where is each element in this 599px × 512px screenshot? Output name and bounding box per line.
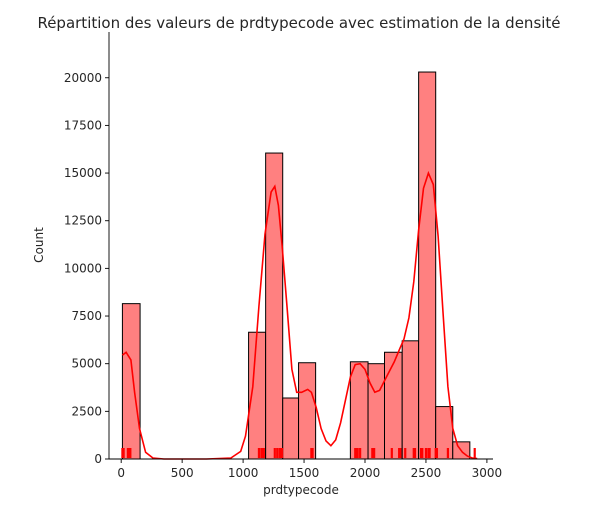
x-tick-label-6: 3000 — [472, 466, 503, 480]
kde-curve — [121, 170, 478, 460]
y-tick-label-1: 2500 — [71, 404, 102, 418]
rug-group — [121, 448, 476, 458]
x-tick-label-5: 2500 — [411, 466, 442, 480]
y-tick-label-0: 0 — [94, 452, 102, 466]
chart-title: Répartition des valeurs de prdtypecode a… — [37, 14, 560, 32]
histogram-bar-10 — [435, 406, 454, 460]
x-tick-label-4: 2000 — [350, 466, 381, 480]
y-tick-label-3: 7500 — [71, 309, 102, 323]
histogram-bar-4 — [298, 362, 317, 460]
y-tick-label-4: 10000 — [64, 261, 102, 275]
histogram-bar-8 — [401, 340, 420, 460]
x-tick-label-2: 1000 — [228, 466, 259, 480]
histogram-bar-3 — [282, 397, 300, 460]
histogram-bar-6 — [367, 363, 386, 460]
y-tick-label-6: 15000 — [64, 166, 102, 180]
bar-group — [121, 71, 471, 460]
y-tick-group: 0 2500 5000 7500 10000 12500 15000 17500 20000 — [64, 71, 109, 466]
x-tick-label-0: 0 — [117, 466, 125, 480]
y-tick-label-5: 12500 — [64, 214, 102, 228]
histogram-bar-9 — [418, 71, 437, 460]
x-tick-group: 0 500 1000 1500 2000 2500 3000 — [117, 459, 502, 480]
x-tick-label-1: 500 — [171, 466, 194, 480]
histogram-bar-2 — [265, 152, 284, 460]
y-tick-label-8: 20000 — [64, 71, 102, 85]
x-axis-label: prdtypecode — [263, 483, 339, 497]
y-tick-label-7: 17500 — [64, 118, 102, 132]
histogram-bar-5 — [349, 361, 369, 460]
x-tick-label-3: 1500 — [289, 466, 320, 480]
y-tick-label-2: 5000 — [71, 357, 102, 371]
y-axis-label: Count — [32, 227, 46, 263]
histogram-bar-7 — [384, 351, 403, 460]
histogram-bar-0 — [121, 303, 141, 460]
